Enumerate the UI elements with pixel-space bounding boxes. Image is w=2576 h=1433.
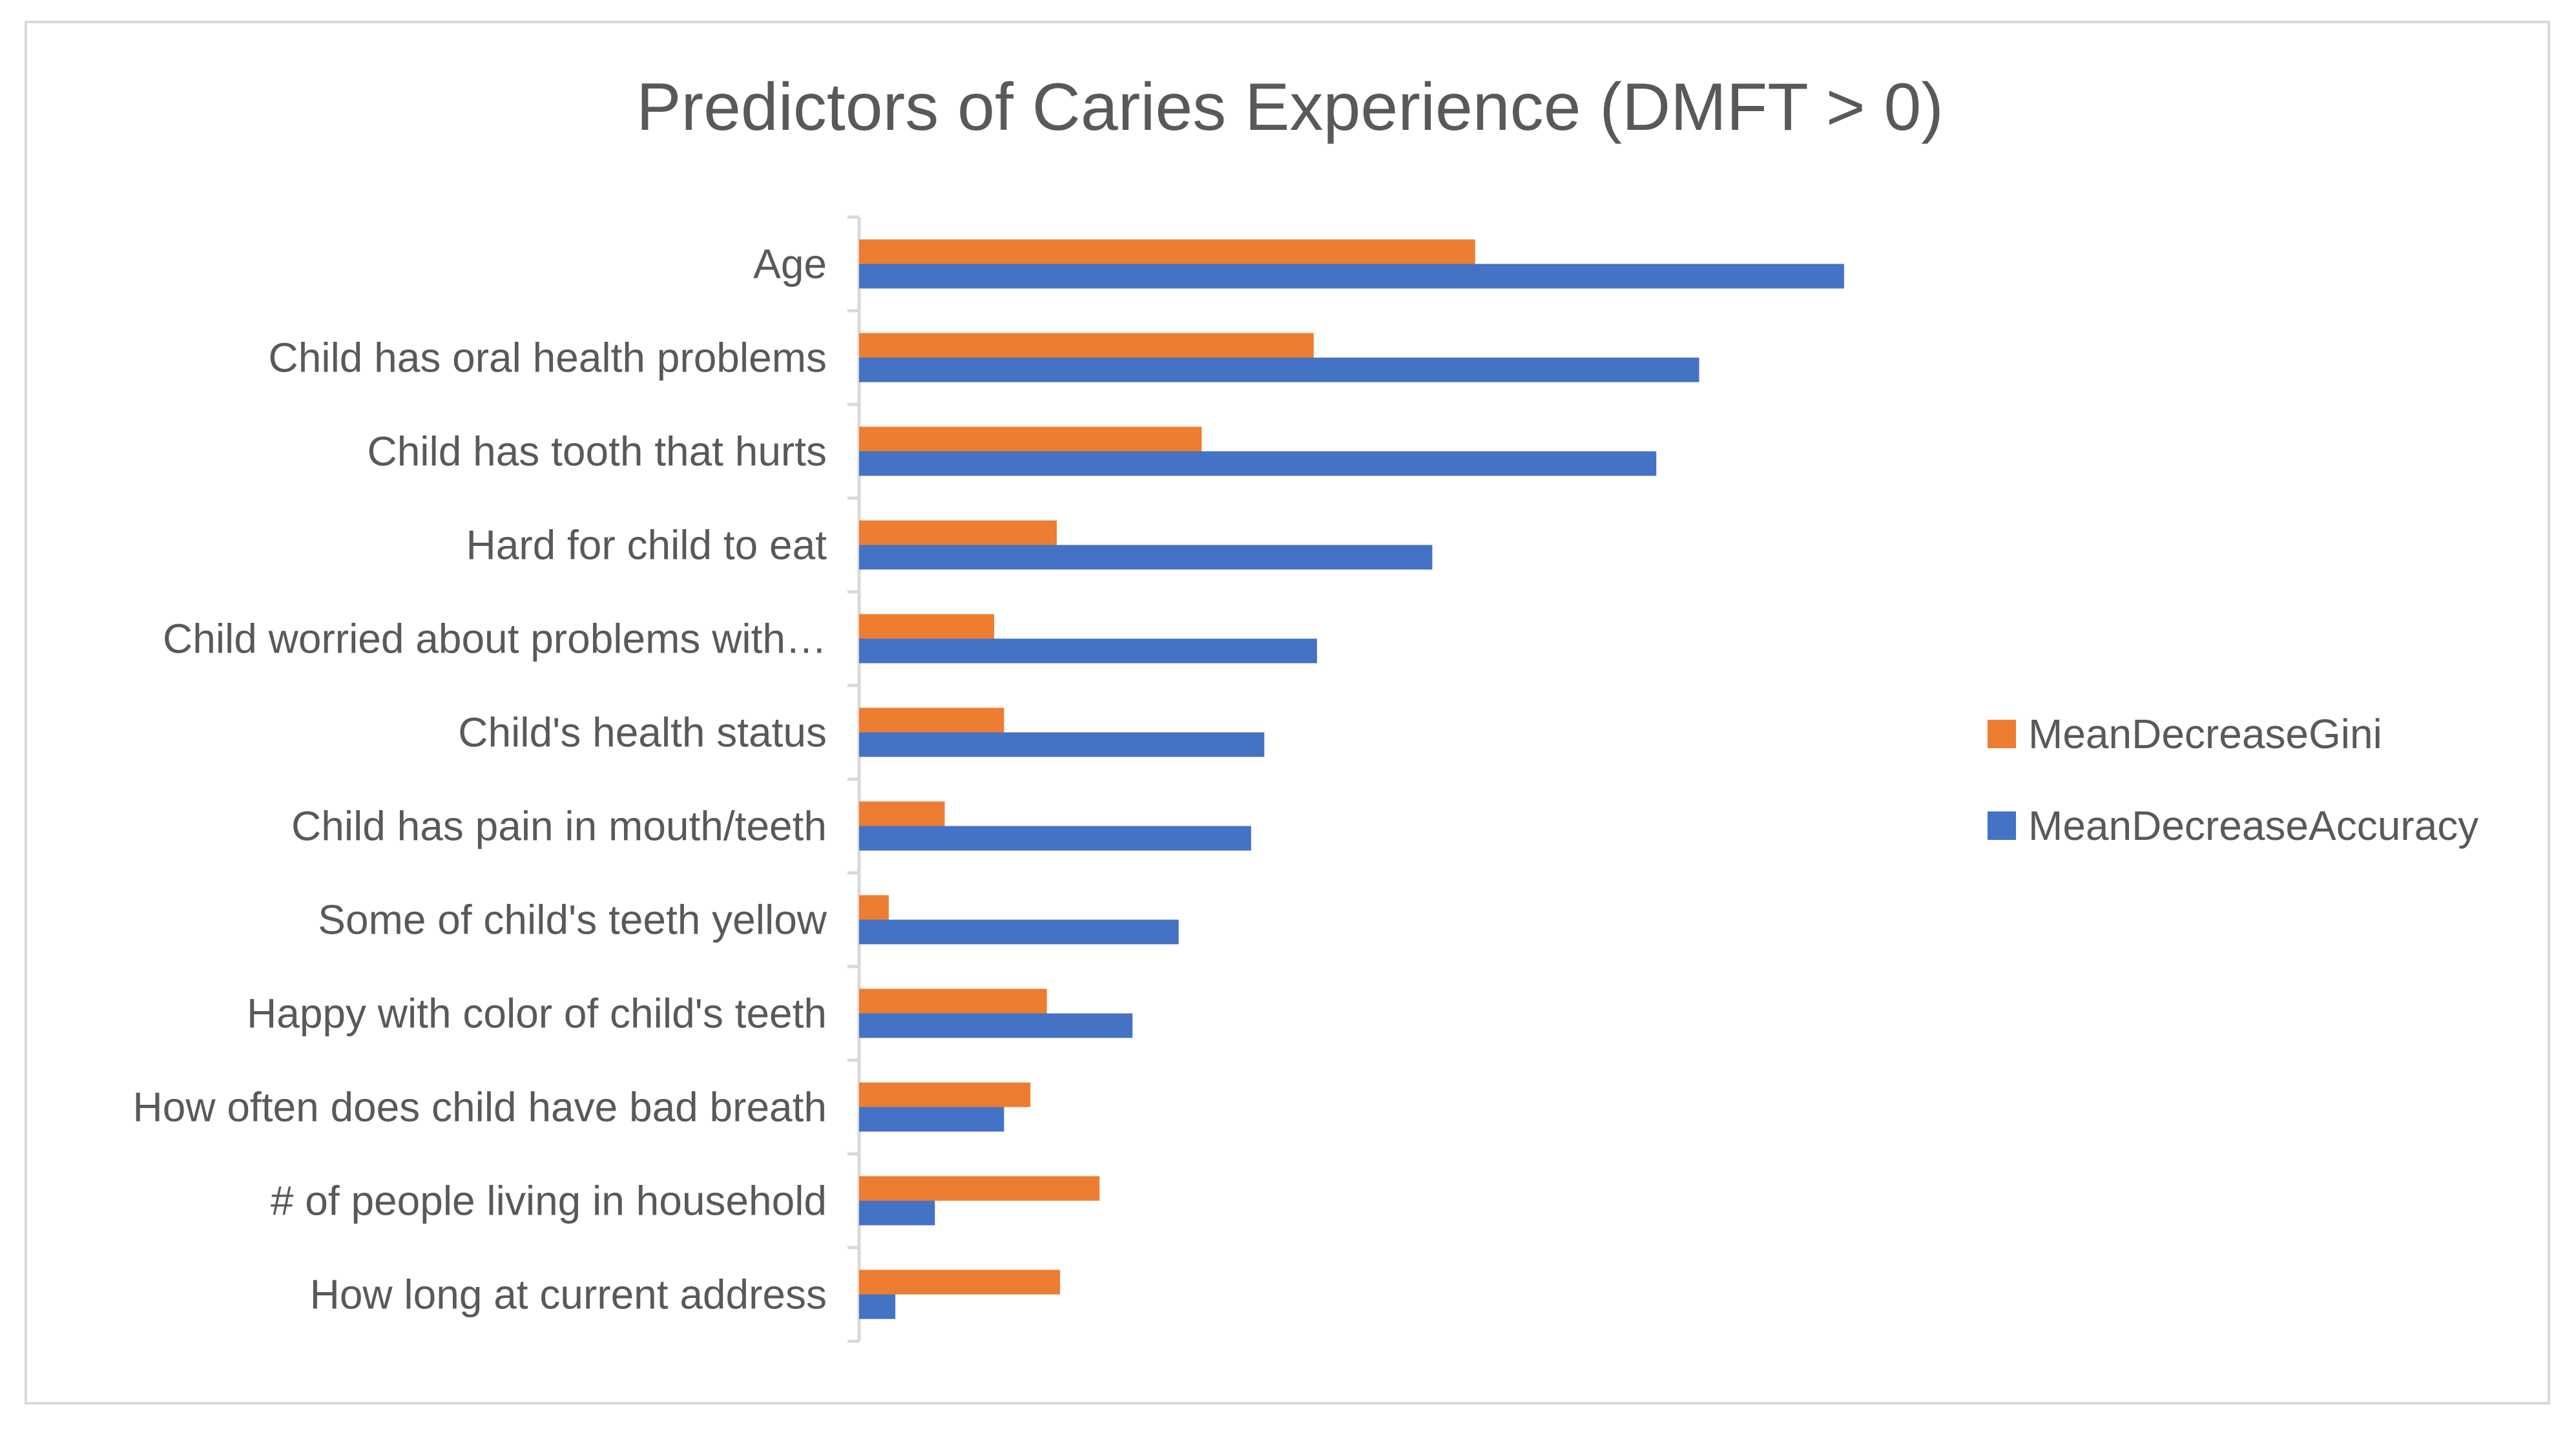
category-label-10: # of people living in household (271, 1178, 827, 1224)
category-label-3: Hard for child to eat (466, 522, 827, 569)
category-label-6: Child has pain in mouth/teeth (291, 803, 827, 850)
bar-gini-2 (859, 426, 1202, 452)
legend: MeanDecreaseGini MeanDecreaseAccuracy (1988, 711, 2478, 849)
bar-accuracy-5 (859, 732, 1265, 757)
bar-gini-7 (859, 895, 889, 920)
bar-accuracy-1 (859, 357, 1699, 382)
bar-accuracy-11 (859, 1294, 896, 1319)
category-label-11: How long at current address (310, 1271, 827, 1318)
legend-label-1: MeanDecreaseAccuracy (2028, 802, 2478, 849)
bar-accuracy-6 (859, 826, 1251, 851)
chart-title: Predictors of Caries Experience (DMFT > … (636, 70, 1944, 145)
bar-gini-9 (859, 1082, 1031, 1107)
legend-label-0: MeanDecreaseGini (2028, 711, 2382, 757)
bar-accuracy-8 (859, 1013, 1133, 1038)
category-label-1: Child has oral health problems (269, 335, 827, 381)
bar-accuracy-0 (859, 264, 1844, 289)
category-label-5: Child's health status (458, 709, 827, 756)
bar-accuracy-7 (859, 919, 1179, 945)
chart-frame: Predictors of Caries Experience (DMFT > … (25, 21, 2550, 1405)
bar-accuracy-10 (859, 1200, 935, 1226)
category-label-2: Child has tooth that hurts (367, 428, 827, 475)
bar-accuracy-4 (859, 638, 1317, 664)
bar-gini-3 (859, 520, 1057, 545)
bar-gini-8 (859, 988, 1047, 1014)
category-label-9: How often does child have bad breath (133, 1084, 827, 1131)
category-label-4: Child worried about problems with… (163, 616, 827, 662)
bars-layer (859, 239, 1844, 1319)
category-label-7: Some of child's teeth yellow (318, 897, 827, 943)
bar-accuracy-2 (859, 451, 1657, 476)
category-label-8: Happy with color of child's teeth (247, 990, 827, 1037)
axis-layer (847, 215, 861, 1343)
chart-svg: Predictors of Caries Experience (DMFT > … (133, 70, 2478, 1343)
bar-gini-0 (859, 239, 1475, 264)
bar-gini-1 (859, 333, 1314, 358)
bar-gini-6 (859, 801, 945, 826)
bar-gini-11 (859, 1270, 1061, 1295)
bar-gini-5 (859, 707, 1004, 733)
category-label-0: Age (753, 241, 827, 288)
category-labels: Age Child has oral health problems Child h… (133, 241, 827, 1318)
bar-accuracy-3 (859, 545, 1433, 570)
legend-swatch-0 (1988, 720, 2016, 748)
legend-swatch-1 (1988, 811, 2016, 840)
bar-accuracy-9 (859, 1107, 1004, 1132)
bar-gini-10 (859, 1176, 1100, 1201)
bar-gini-4 (859, 614, 995, 639)
